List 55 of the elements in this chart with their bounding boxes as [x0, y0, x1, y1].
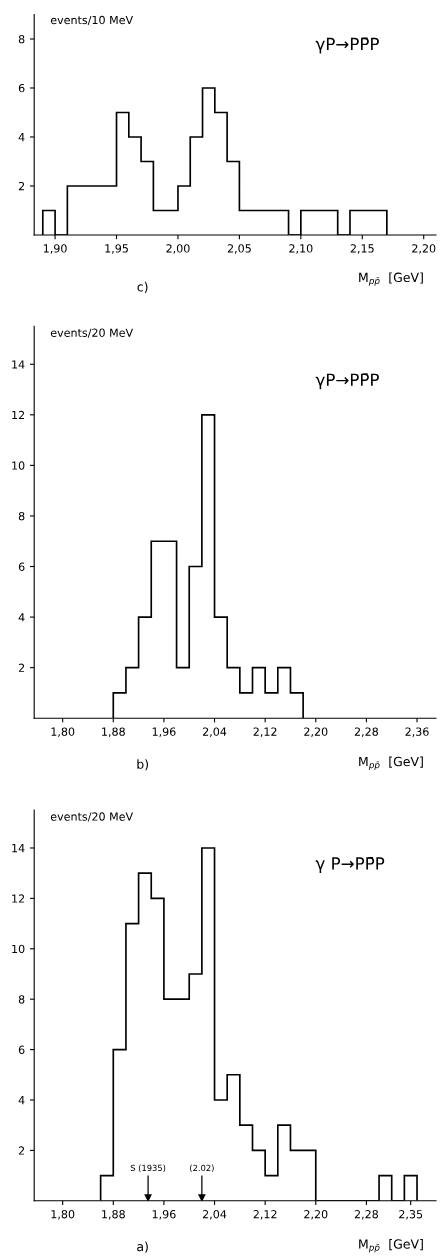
x-tick-label: 2,15	[350, 244, 374, 254]
y-tick-label: 2	[18, 1146, 25, 1155]
x-tick-label: 1,88	[102, 1210, 125, 1220]
y-tick-label: 12	[12, 894, 25, 903]
text: γP→PP̄P	[315, 373, 379, 390]
text: b)	[137, 759, 149, 771]
x-tick-label: 2,28	[354, 727, 379, 737]
y-tick-label: 10	[12, 461, 25, 470]
text: γ P→PP̄P	[315, 857, 385, 873]
y-tick-label: 10	[12, 944, 25, 954]
text: γP→PP̄P	[315, 37, 379, 54]
x-tick-label: 1,95	[105, 244, 128, 254]
y-axis-title: events/20 MeV	[50, 328, 134, 338]
x-tick-label: 2,12	[253, 1210, 277, 1220]
y-tick-label: 4	[18, 613, 25, 622]
x-tick-label: 2,20	[304, 1210, 328, 1220]
x-tick-label: 1,80	[51, 1210, 75, 1220]
x-axis-title: M$_{pp̄}$ [GeV]	[359, 756, 423, 770]
y-tick-label: 8	[18, 511, 25, 521]
x-tick-label: 2,35	[399, 1210, 423, 1220]
x-tick-label: 1,90	[43, 244, 67, 254]
y-axis-title: events/10 MeV	[50, 15, 134, 26]
x-tick-label: 2,04	[202, 1210, 227, 1220]
x-tick-label: 2,28	[354, 1210, 379, 1220]
y-tick-label: 6	[18, 1045, 25, 1054]
y-tick-label: 4	[18, 133, 25, 142]
y-tick-label: 6	[18, 83, 25, 93]
x-tick-label: 2,05	[227, 244, 251, 254]
y-tick-label: 6	[18, 562, 25, 571]
y-tick-label: 8	[18, 34, 25, 44]
x-tick-label: 1,88	[102, 727, 125, 737]
x-tick-label: 1,96	[152, 1210, 176, 1220]
x-axis-title: M$_{pp̄}$ [GeV]	[359, 272, 423, 286]
y-tick-label: 2	[18, 663, 25, 672]
y-tick-label: 4	[18, 1096, 25, 1105]
x-tick-label: 2,36	[405, 727, 429, 737]
x-tick-label: 1,80	[51, 727, 75, 737]
x-tick-label: 1,96	[152, 727, 176, 737]
text: c)	[137, 281, 148, 294]
x-tick-label: 2,04	[202, 727, 227, 737]
ref-line-label: S (1935)	[130, 1164, 166, 1173]
y-tick-label: 8	[18, 995, 25, 1004]
x-tick-label: 2,20	[412, 244, 436, 254]
y-tick-label: 14	[12, 360, 25, 369]
x-tick-label: 2,10	[289, 244, 313, 254]
x-axis-title: M$_{pp̄}$ [GeV]	[359, 1239, 423, 1253]
x-tick-label: 2,12	[253, 727, 277, 737]
text: a)	[137, 1241, 148, 1253]
y-axis-title: events/20 MeV	[50, 812, 134, 822]
x-tick-label: 2,00	[166, 244, 190, 254]
y-tick-label: 12	[12, 410, 25, 420]
y-tick-label: 2	[18, 181, 25, 191]
ref-line-label: (2.02)	[190, 1164, 214, 1173]
x-tick-label: 2,20	[304, 727, 328, 737]
y-tick-label: 14	[12, 844, 25, 853]
